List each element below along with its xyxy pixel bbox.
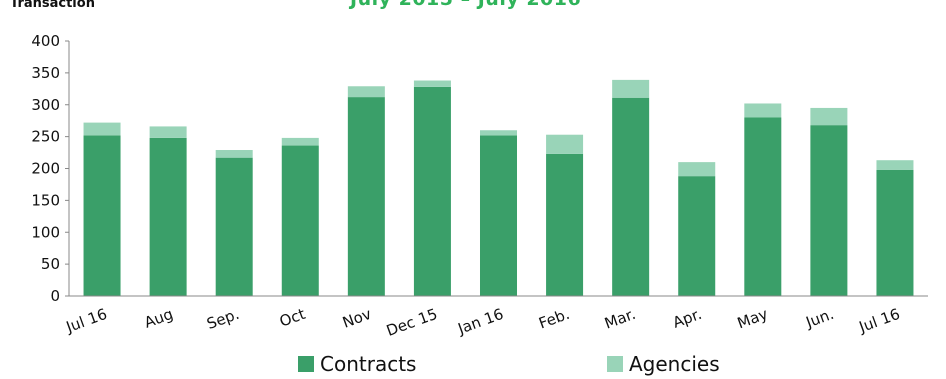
bar-contracts-8 xyxy=(612,97,650,296)
bar-agencies-6 xyxy=(479,130,518,136)
y-tick-label: 100 xyxy=(31,223,60,241)
x-tick-label: Mar. xyxy=(602,305,638,333)
bar-agencies-12 xyxy=(876,160,914,170)
legend-label-contracts: Contracts xyxy=(320,352,416,376)
y-axis-label: Transaction xyxy=(10,0,95,11)
bar-contracts-10 xyxy=(744,117,782,296)
chart-title: July 2015 – July 2016 xyxy=(350,0,581,10)
bar-agencies-3 xyxy=(281,137,319,146)
bar-contracts-11 xyxy=(810,125,848,297)
y-tick-label: 0 xyxy=(50,287,60,305)
bar-contracts-9 xyxy=(678,176,716,296)
y-tick-label: 250 xyxy=(31,128,60,146)
bar-agencies-10 xyxy=(744,103,782,118)
bar-contracts-3 xyxy=(281,145,319,296)
bar-contracts-1 xyxy=(149,137,187,296)
y-tick-label: 50 xyxy=(41,255,60,273)
bar-agencies-9 xyxy=(678,162,716,177)
x-tick-label: Sep. xyxy=(204,305,241,333)
y-tick-label: 200 xyxy=(31,160,60,178)
bar-agencies-11 xyxy=(810,107,848,126)
bar-agencies-7 xyxy=(546,134,584,154)
bar-contracts-12 xyxy=(876,169,914,296)
bar-agencies-4 xyxy=(347,86,385,98)
x-tick-label: Jan 16 xyxy=(455,305,506,338)
bar-contracts-4 xyxy=(347,97,385,296)
legend-swatch-agencies xyxy=(607,356,623,372)
x-tick-label: Jun. xyxy=(803,305,837,332)
x-tick-label: Nov xyxy=(340,305,374,332)
bar-contracts-5 xyxy=(413,86,451,297)
x-tick-label: Dec 15 xyxy=(384,305,440,340)
bar-contracts-0 xyxy=(83,135,121,296)
x-tick-label: May xyxy=(735,305,770,333)
x-tick-label: Jul 16 xyxy=(63,305,110,337)
legend: Contracts Agencies xyxy=(298,352,720,376)
bar-contracts-6 xyxy=(479,135,518,296)
bar-agencies-1 xyxy=(149,126,187,138)
x-tick-label: Oct xyxy=(277,305,308,331)
x-tick-label: Apr. xyxy=(670,305,704,332)
bar-group xyxy=(83,79,914,297)
bar-agencies-8 xyxy=(612,79,650,98)
x-axis-ticks: Jul 16 Aug Sep. Oct Nov Dec 15 Jan 16 Feb. Mar. A… xyxy=(63,305,902,340)
x-tick-label: Jul 16 xyxy=(856,305,903,337)
y-tick-label: 300 xyxy=(31,96,60,114)
y-tick-label: 350 xyxy=(31,64,60,82)
bar-agencies-5 xyxy=(413,80,451,87)
y-tick-label: 400 xyxy=(31,32,60,50)
y-tick-label: 150 xyxy=(31,191,60,209)
legend-label-agencies: Agencies xyxy=(629,352,720,376)
y-axis-ticks: 0 50 100 150 200 250 300 350 400 xyxy=(31,32,69,305)
legend-swatch-contracts xyxy=(298,356,314,372)
bar-agencies-0 xyxy=(83,122,121,136)
bar-agencies-2 xyxy=(215,150,253,158)
bar-contracts-2 xyxy=(215,157,253,296)
x-tick-label: Feb. xyxy=(536,305,572,333)
bar-contracts-7 xyxy=(546,153,584,296)
x-tick-label: Aug xyxy=(142,305,176,332)
